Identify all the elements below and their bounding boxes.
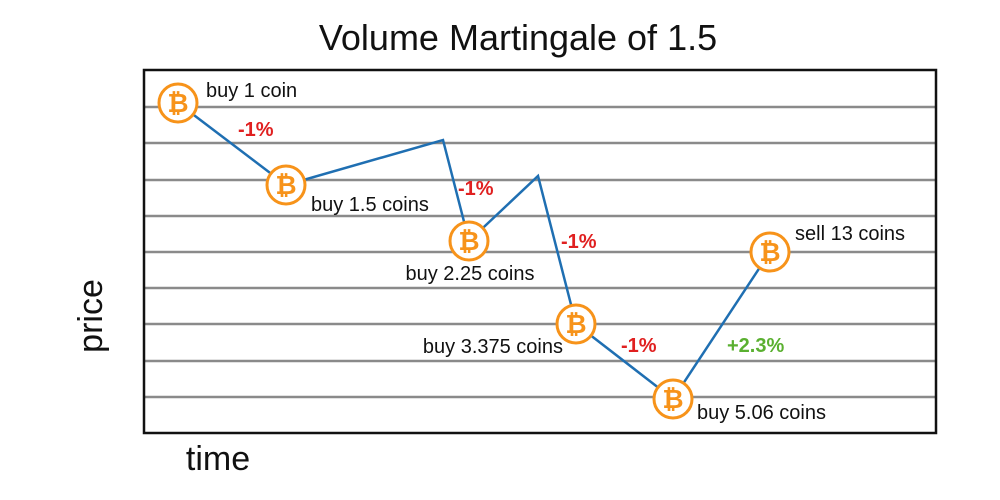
diagram-title: Volume Martingale of 1.5 (319, 17, 717, 58)
change-label-loss: -1% (458, 178, 494, 200)
change-label-gain: +2.3% (727, 335, 784, 357)
bitcoin-icon: ₿ (448, 220, 490, 262)
step-label: sell 13 coins (795, 223, 905, 245)
bitcoin-icon: ₿ (652, 378, 694, 420)
step-label: buy 1.5 coins (311, 194, 429, 216)
step-label: buy 5.06 coins (697, 402, 826, 424)
y-axis-label: price (72, 279, 110, 353)
step-labels: buy 1 coin buy 1.5 coins buy 2.25 coins buy… (206, 80, 905, 424)
svg-text:₿: ₿ (662, 385, 683, 415)
svg-text:₿: ₿ (759, 238, 780, 268)
step-label: buy 2.25 coins (406, 263, 535, 285)
svg-text:₿: ₿ (565, 310, 586, 340)
change-label-loss: -1% (621, 335, 657, 357)
coin-markers: ₿ ₿ ₿ ₿ ₿ ₿ (157, 82, 791, 420)
step-label: buy 3.375 coins (423, 336, 563, 358)
bitcoin-icon: ₿ (265, 164, 307, 206)
step-label: buy 1 coin (206, 80, 297, 102)
svg-text:₿: ₿ (458, 227, 479, 257)
change-labels: -1% -1% -1% -1% +2.3% (238, 119, 784, 357)
svg-text:₿: ₿ (275, 171, 296, 201)
bitcoin-icon: ₿ (749, 231, 791, 273)
x-axis-label: time (186, 440, 250, 478)
bitcoin-icon: ₿ (555, 303, 597, 345)
chart-frame (142, 68, 938, 435)
change-label-loss: -1% (561, 231, 597, 253)
bitcoin-icon: ₿ (157, 82, 199, 124)
change-label-loss: -1% (238, 119, 274, 141)
svg-text:₿: ₿ (167, 89, 188, 119)
